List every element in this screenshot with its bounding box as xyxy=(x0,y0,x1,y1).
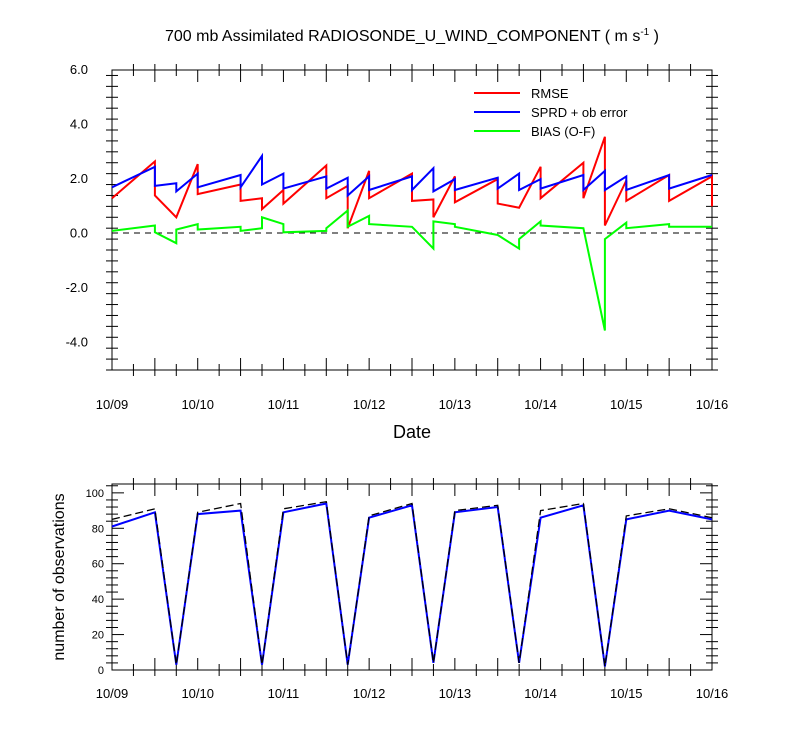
y-tick-label: -2.0 xyxy=(66,280,88,295)
y-tick-label: 2.0 xyxy=(70,171,88,186)
x-tick-label: 10/10 xyxy=(181,397,214,412)
y-tick-label: 40 xyxy=(92,594,104,606)
legend-item-rmse: RMSE xyxy=(474,86,569,101)
legend-item-bias: BIAS (O-F) xyxy=(474,124,595,139)
x-tick-label: 10/14 xyxy=(524,686,557,701)
x-tick-label: 10/10 xyxy=(181,686,214,701)
legend-item-sprd: SPRD + ob error xyxy=(474,105,628,120)
chart-title: 700 mb Assimilated RADIOSONDE_U_WIND_COM… xyxy=(165,27,659,45)
bottom-panel: 10/09 10/10 10/11 10/12 10/13 10/14 10/15 10/16… xyxy=(51,478,728,701)
top-series xyxy=(111,136,713,331)
x-tick-label: 10/13 xyxy=(439,686,472,701)
y-tick-label: 100 xyxy=(86,488,104,500)
series-bias-o-f xyxy=(111,208,712,331)
x-tick-label: 10/12 xyxy=(353,686,386,701)
series-used-observations xyxy=(111,502,713,667)
top-panel: 10/09 10/10 10/11 10/12 10/13 10/14 10/15 10/16… xyxy=(66,62,729,442)
legend: RMSE SPRD + ob error BIAS (O-F) xyxy=(474,86,628,139)
series-sprd-ob-error xyxy=(111,152,713,198)
bottom-series xyxy=(111,500,713,667)
y-tick-label: 4.0 xyxy=(70,117,88,132)
x-tick-label: 10/16 xyxy=(696,397,729,412)
x-tick-label: 10/09 xyxy=(96,397,129,412)
y-tick-label: 6.0 xyxy=(70,62,88,77)
x-tick-label: 10/16 xyxy=(696,686,729,701)
legend-label-rmse: RMSE xyxy=(531,86,569,101)
y-tick-label: -4.0 xyxy=(66,335,88,350)
series-total-observations xyxy=(111,500,713,667)
y-axis-title-observations: number of observations xyxy=(51,493,68,660)
series-rmse xyxy=(111,136,713,229)
y-tick-label: 0 xyxy=(98,665,104,677)
x-tick-label: 10/11 xyxy=(268,686,300,701)
x-axis-title: Date xyxy=(393,422,431,442)
x-tick-label: 10/11 xyxy=(268,397,300,412)
y-tick-label: 80 xyxy=(92,523,104,535)
legend-label-sprd: SPRD + ob error xyxy=(531,105,628,120)
bottom-ticks: 10/09 10/10 10/11 10/12 10/13 10/14 10/15 10/16… xyxy=(86,478,729,701)
y-tick-label: 60 xyxy=(92,559,104,571)
x-tick-label: 10/12 xyxy=(353,397,386,412)
x-tick-label: 10/13 xyxy=(439,397,472,412)
x-tick-label: 10/15 xyxy=(610,397,643,412)
x-tick-label: 10/09 xyxy=(96,686,129,701)
legend-label-bias: BIAS (O-F) xyxy=(531,124,595,139)
y-tick-label: 0.0 xyxy=(70,226,88,241)
y-tick-label: 20 xyxy=(92,630,104,642)
x-tick-label: 10/14 xyxy=(524,397,557,412)
x-tick-label: 10/15 xyxy=(610,686,643,701)
